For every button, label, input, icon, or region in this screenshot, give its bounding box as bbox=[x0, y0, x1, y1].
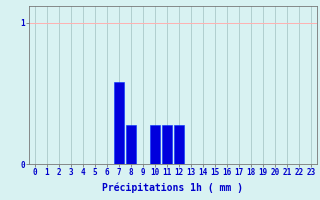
Bar bbox=[114, 82, 124, 164]
Bar bbox=[150, 124, 160, 164]
Bar bbox=[162, 124, 172, 164]
Bar bbox=[126, 124, 136, 164]
Bar bbox=[174, 124, 184, 164]
X-axis label: Précipitations 1h ( mm ): Précipitations 1h ( mm ) bbox=[102, 183, 243, 193]
